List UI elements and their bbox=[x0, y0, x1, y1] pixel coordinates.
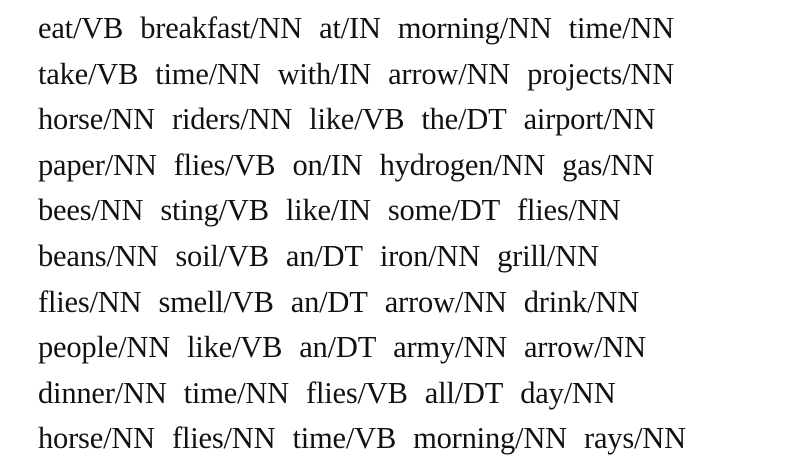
tagged-token: paper/NN bbox=[38, 147, 157, 182]
tagged-token: people/NN bbox=[38, 330, 171, 365]
tagged-token: time/NN bbox=[155, 56, 261, 91]
tagged-sentence: dinner/NN time/NN flies/VB all/DT day/NN bbox=[38, 371, 778, 417]
tagged-token: drink/NN bbox=[523, 284, 640, 319]
tagged-token: time/VB bbox=[292, 421, 397, 456]
tagged-token: smell/VB bbox=[158, 284, 274, 319]
tagged-sentence: flies/NN smell/VB an/DT arrow/NN drink/NN bbox=[38, 280, 778, 326]
tagged-token: time/NN bbox=[183, 375, 290, 410]
tagged-token: riders/NN bbox=[172, 102, 293, 137]
tagged-token: hydrogen/NN bbox=[379, 147, 546, 182]
tagged-token: gas/NN bbox=[562, 147, 655, 182]
tagged-sentence: horse/NN flies/NN time/VB morning/NN rays/NN bbox=[38, 416, 778, 462]
tagged-token: morning/NN bbox=[413, 421, 567, 456]
tagged-token: day/NN bbox=[520, 375, 616, 410]
tagged-token: flies/VB bbox=[173, 147, 276, 182]
tagged-sentence-list: eat/VB breakfast/NN at/IN morning/NN time/NN… bbox=[38, 6, 778, 462]
tagged-token: soil/VB bbox=[175, 238, 269, 273]
tagged-sentence: people/NN like/VB an/DT army/NN arrow/NN bbox=[38, 325, 778, 371]
tagged-token: flies/NN bbox=[38, 284, 142, 319]
tagged-token: army/NN bbox=[393, 330, 507, 365]
tagged-token: time/NN bbox=[568, 11, 675, 45]
tagged-token: flies/NN bbox=[517, 193, 621, 228]
tagged-sentence: bees/NN sting/VB like/IN some/DT flies/NN bbox=[38, 188, 778, 234]
tagged-token: arrow/NN bbox=[388, 56, 511, 91]
tagged-token: all/DT bbox=[424, 375, 504, 410]
tagged-token: an/DT bbox=[299, 330, 377, 365]
tagged-sentence: beans/NN soil/VB an/DT iron/NN grill/NN bbox=[38, 234, 778, 280]
tagged-token: an/DT bbox=[285, 238, 363, 273]
tagged-sentence: paper/NN flies/VB on/IN hydrogen/NN gas/NN bbox=[38, 143, 778, 189]
tagged-token: iron/NN bbox=[379, 238, 481, 273]
tagged-token: like/VB bbox=[187, 330, 283, 365]
tagged-token: flies/NN bbox=[172, 421, 276, 456]
tagged-token: like/VB bbox=[309, 102, 405, 137]
tagged-token: arrow/NN bbox=[523, 330, 646, 365]
tagged-token: breakfast/NN bbox=[140, 11, 303, 45]
tagged-token: with/IN bbox=[277, 56, 372, 91]
tagged-token: airport/NN bbox=[523, 102, 656, 137]
tagged-token: the/DT bbox=[421, 102, 507, 137]
tagged-token: take/VB bbox=[38, 56, 139, 91]
tagged-token: at/IN bbox=[319, 11, 381, 45]
tagged-sentence: horse/NN riders/NN like/VB the/DT airport/NN bbox=[38, 97, 778, 143]
tagged-sentence: eat/VB breakfast/NN at/IN morning/NN time/NN bbox=[38, 6, 778, 52]
tagged-token: beans/NN bbox=[38, 238, 159, 273]
tagged-token: eat/VB bbox=[38, 11, 124, 45]
tagged-token: grill/NN bbox=[497, 238, 599, 273]
tagged-token: rays/NN bbox=[583, 421, 686, 456]
tagged-token: like/IN bbox=[285, 193, 371, 228]
tagged-token: projects/NN bbox=[527, 56, 675, 91]
tagged-token: on/IN bbox=[292, 147, 363, 182]
tagged-token: some/DT bbox=[387, 193, 501, 228]
tagged-token: an/DT bbox=[290, 284, 368, 319]
tagged-token: sting/VB bbox=[160, 193, 269, 228]
tagged-token: arrow/NN bbox=[384, 284, 507, 319]
tagged-sentence: take/VB time/NN with/IN arrow/NN projects/NN bbox=[38, 52, 778, 98]
tagged-token: morning/NN bbox=[397, 11, 552, 45]
tagged-token: horse/NN bbox=[38, 102, 155, 137]
tagged-token: bees/NN bbox=[38, 193, 144, 228]
tagged-token: dinner/NN bbox=[38, 375, 167, 410]
tagged-token: flies/VB bbox=[306, 375, 408, 410]
tagged-token: horse/NN bbox=[38, 421, 155, 456]
